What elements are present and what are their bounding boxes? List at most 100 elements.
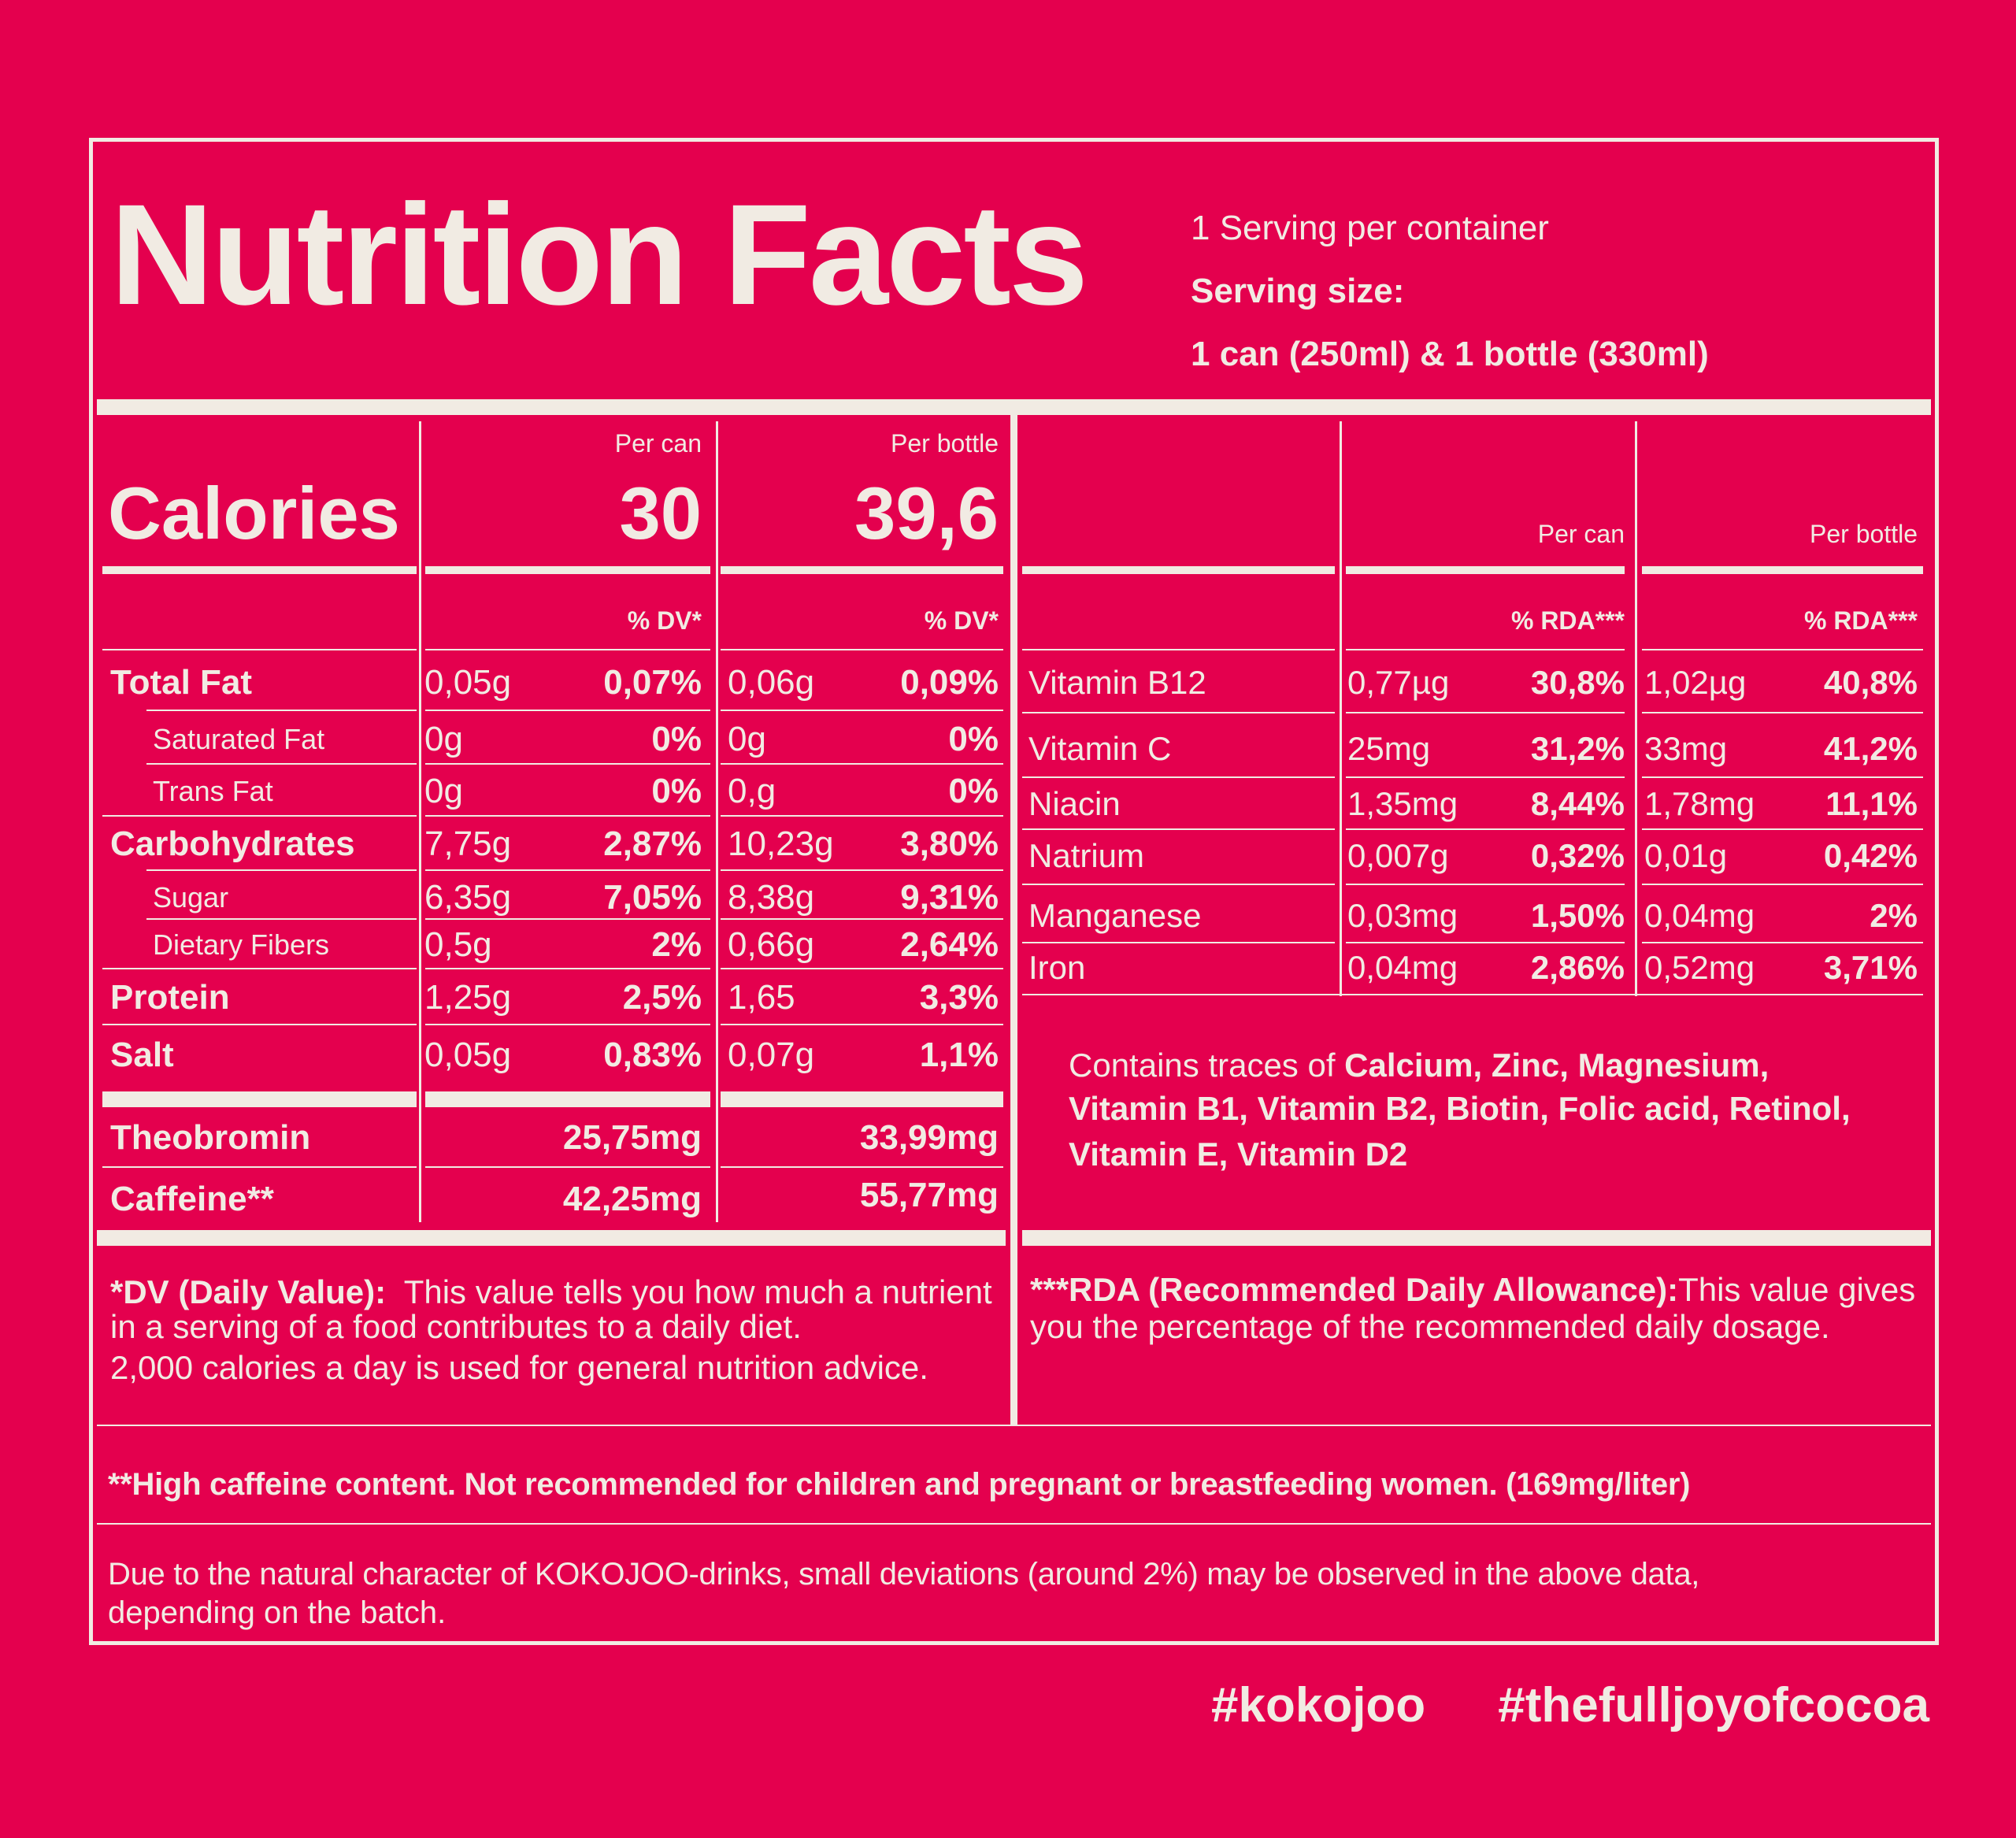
vitamin-can-rda: 30,8% [1530, 664, 1625, 701]
dv-can-header: % DV* [627, 606, 702, 635]
row-rule [721, 918, 1003, 920]
right-col-divider-2 [1635, 421, 1637, 996]
vitamin-bottle-amount: 0,52mg [1644, 949, 1755, 986]
row-rule [1022, 712, 1335, 713]
vitamin-name: Iron [1028, 949, 1086, 986]
warning-divider [97, 1523, 1931, 1525]
row-rule [425, 815, 710, 817]
row-rule [1642, 776, 1923, 778]
calories-rule-2 [425, 566, 710, 574]
vitamin-bottle-rda: 0,42% [1823, 837, 1918, 874]
vitamin-can-amount: 0,77µg [1347, 664, 1450, 701]
row-rule [1022, 649, 1335, 650]
nutrient-bottle-dv: 2,64% [900, 925, 999, 964]
vitamin-bottle-amount: 0,01g [1644, 837, 1728, 874]
calories-bottle: 39,6 [854, 472, 999, 554]
row-rule [425, 649, 710, 650]
extra-row-rule [721, 1166, 1003, 1168]
row-rule [1642, 884, 1923, 885]
row-rule [1346, 884, 1625, 885]
vitamin-can-amount: 0,03mg [1347, 897, 1458, 934]
nutrient-bottle-amount: 10,23g [728, 825, 834, 863]
nutrient-can-dv: 2,87% [603, 825, 702, 863]
vitamin-bottle-rda: 3,71% [1823, 949, 1918, 986]
nutrient-can-dv: 2% [651, 925, 702, 964]
row-rule [1022, 776, 1335, 778]
extra-row-can: 42,25mg [562, 1180, 702, 1218]
left-col-divider-1 [419, 421, 421, 1222]
row-rule [721, 968, 1003, 969]
traces-line-2: Vitamin B1, Vitamin B2, Biotin, Folic ac… [1069, 1090, 1851, 1127]
hashtag-kokojoo: #kokojoo [1211, 1678, 1426, 1732]
row-rule [1022, 828, 1335, 830]
extra-row-rule [425, 1166, 710, 1168]
nutrient-can-dv: 2,5% [622, 978, 702, 1017]
nutrient-name: Sugar [153, 881, 229, 913]
nutrient-name: Trans Fat [153, 775, 273, 807]
dv-bottle-header: % DV* [924, 606, 999, 635]
nutrient-can-amount: 0,05g [424, 663, 512, 702]
traces-line-3: Vitamin E, Vitamin D2 [1069, 1136, 1408, 1173]
vitamin-name: Vitamin B12 [1028, 664, 1206, 701]
vitamin-can-rda: 2,86% [1530, 949, 1625, 986]
row-rule [1022, 942, 1335, 943]
traces-line-1: Contains traces of Calcium, Zinc, Magnes… [1069, 1049, 1769, 1082]
nutrient-name: Dietary Fibers [153, 928, 330, 961]
traces-list-1: Calcium, Zinc, Magnesium, [1344, 1047, 1770, 1084]
serving-size-value: 1 can (250ml) & 1 bottle (330ml) [1191, 335, 1709, 373]
nutrient-bottle-amount: 0g [728, 720, 766, 758]
row-rule [1346, 776, 1625, 778]
row-rule [1022, 884, 1335, 885]
right-bottom-rule [1022, 1230, 1931, 1246]
nutrient-can-amount: 0,05g [424, 1036, 512, 1074]
vitamin-bottle-amount: 0,04mg [1644, 897, 1755, 934]
rda-bottle-header: % RDA*** [1803, 606, 1918, 635]
row-rule [721, 869, 1003, 871]
nutrient-bottle-amount: 0,06g [728, 663, 815, 702]
vitamin-bottle-amount: 1,78mg [1644, 785, 1755, 822]
row-rule [721, 763, 1003, 765]
row-rule [146, 710, 417, 711]
row-rule [146, 869, 417, 871]
extra-rule-3 [721, 1091, 1003, 1107]
nutrient-bottle-amount: 1,65 [728, 978, 795, 1017]
row-rule [1346, 649, 1625, 650]
nutrient-name: Protein [110, 978, 230, 1017]
extra-rule-2 [425, 1091, 710, 1107]
vitamin-bottle-amount: 1,02µg [1644, 664, 1747, 701]
row-rule [1642, 712, 1923, 713]
extra-row-name: Theobromin [110, 1118, 311, 1157]
nutrient-bottle-amount: 0,66g [728, 925, 815, 964]
row-rule [1346, 828, 1625, 830]
extra-row-can: 25,75mg [562, 1118, 702, 1157]
vitamin-can-amount: 0,007g [1347, 837, 1449, 874]
nutrient-bottle-dv: 0,09% [900, 663, 999, 702]
label-frame [89, 138, 1939, 1645]
vitamin-bottle-amount: 33mg [1644, 730, 1728, 767]
rda-note-line-1: ***RDA (Recommended Daily Allowance):Thi… [1030, 1273, 1915, 1306]
right-rule-2 [1346, 566, 1625, 574]
rda-note-line-2: you the percentage of the recommended da… [1030, 1308, 1830, 1345]
serving-size-label: Serving size: [1191, 272, 1405, 310]
row-rule [146, 763, 417, 765]
row-rule [102, 649, 417, 650]
caffeine-warning: **High caffeine content. Not recommended… [108, 1467, 1691, 1502]
nutrient-can-dv: 7,05% [603, 878, 702, 917]
right-rule-1 [1022, 566, 1335, 574]
row-rule [721, 815, 1003, 817]
extra-rule-1 [102, 1091, 417, 1107]
nutrient-can-amount: 0g [424, 720, 463, 758]
vitamin-can-amount: 0,04mg [1347, 949, 1458, 986]
row-rule [425, 763, 710, 765]
nutrient-name: Salt [110, 1036, 174, 1074]
nutrient-can-dv: 0,07% [603, 663, 702, 702]
hashtag-thefulljoyofcocoa: #thefulljoyofcocoa [1498, 1678, 1929, 1732]
row-rule [1346, 942, 1625, 943]
vitamin-name: Natrium [1028, 837, 1145, 874]
row-rule [1346, 712, 1625, 713]
page-title: Nutrition Facts [110, 174, 1088, 335]
row-rule [102, 968, 417, 969]
dv-note-line-2: in a serving of a food contributes to a … [110, 1308, 802, 1345]
right-col-divider-1 [1340, 421, 1342, 996]
dv-note-line-1: *DV (Daily Value): This value tells you … [110, 1276, 992, 1309]
